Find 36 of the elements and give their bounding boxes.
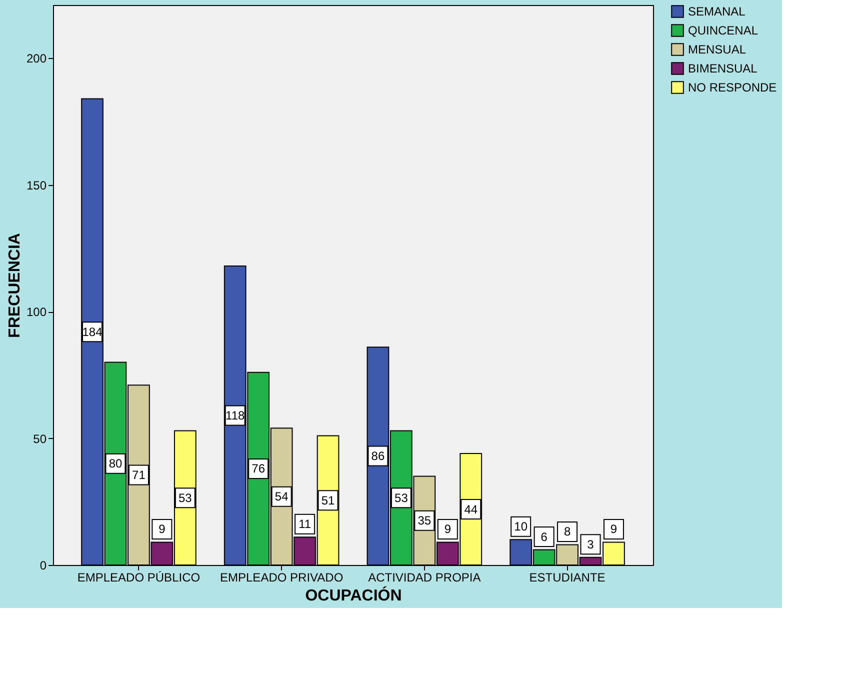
data-label: 9	[444, 522, 452, 536]
data-label: 8	[564, 524, 571, 539]
data-label: 44	[464, 502, 478, 516]
data-label: 86	[371, 449, 385, 464]
legend-label: SEMANAL	[688, 4, 746, 18]
x-tick-label: ACTIVIDAD PROPIA	[368, 570, 481, 584]
x-tick-label: EMPLEADO PÚBLICO	[77, 570, 200, 584]
y-tick-label: 0	[40, 558, 47, 572]
data-label: 76	[252, 462, 266, 476]
legend-label: MENSUAL	[688, 42, 746, 56]
data-label: 35	[418, 514, 432, 528]
x-tick-label: ESTUDIANTE	[529, 570, 606, 584]
data-label: 6	[540, 530, 548, 544]
legend-label: NO RESPONDE	[688, 80, 777, 94]
data-label: 9	[610, 522, 618, 536]
y-tick-label: 150	[26, 178, 47, 192]
data-label: 11	[298, 517, 312, 532]
x-tick-label: EMPLEADO PRIVADO	[220, 570, 344, 584]
data-label: 10	[514, 520, 528, 534]
y-tick-label: 200	[26, 52, 47, 66]
data-label: 53	[394, 490, 408, 505]
data-label: 54	[274, 490, 289, 504]
y-tick-label: 50	[33, 432, 47, 446]
legend-label: QUINCENAL	[688, 24, 758, 38]
data-label: 80	[108, 456, 122, 471]
data-label: 3	[587, 537, 594, 552]
data-label: 184	[82, 324, 103, 339]
x-axis-title: OCUPACIÓN	[305, 586, 402, 604]
data-label: 71	[132, 468, 146, 482]
data-label: 118	[226, 408, 245, 422]
y-tick-label: 100	[26, 305, 47, 320]
y-axis-title: FRECUENCIA	[6, 232, 24, 338]
data-label: 51	[321, 493, 336, 508]
legend-label: BIMENSUAL	[688, 62, 758, 76]
data-label: 9	[158, 522, 166, 536]
data-label: 53	[178, 490, 192, 505]
